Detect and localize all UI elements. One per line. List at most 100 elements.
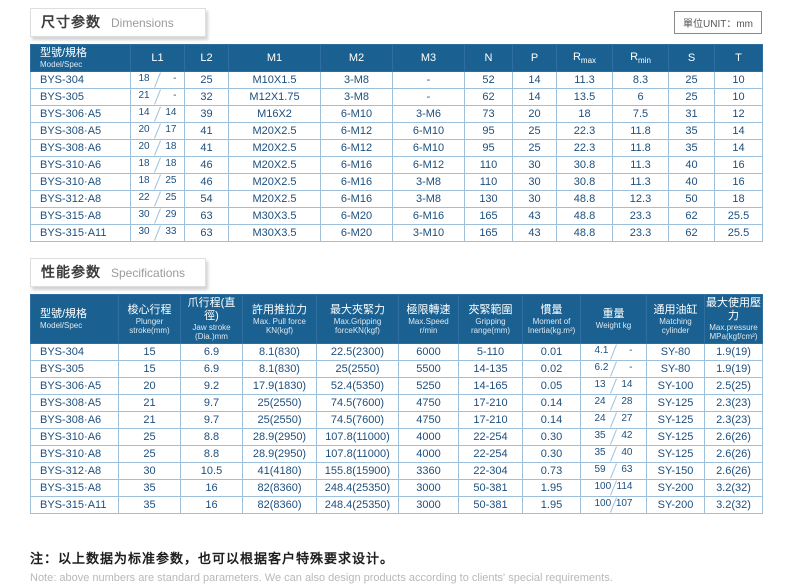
value-cell: 248.4(25350)	[316, 496, 399, 514]
dual-value-cell: 13 14	[580, 377, 647, 395]
dual-value-cell: 30 29	[130, 207, 185, 225]
value-cell: 6	[612, 88, 669, 106]
dual-value-left: 22	[138, 192, 150, 203]
page-header: 尺寸参数 Dimensions 單位UNIT：mm	[30, 8, 762, 37]
value-cell: 16	[714, 173, 763, 191]
column-header: 慣量 Moment of Inertia(kg.m²)	[522, 294, 581, 344]
value-cell: 95	[464, 122, 513, 140]
value-cell: 21	[118, 411, 181, 429]
value-cell: 25	[118, 445, 181, 463]
value-cell: 110	[464, 156, 513, 174]
footer-note: 注：以上数据为标准参数，也可以根据客户特殊要求设计。 Note: above n…	[30, 548, 762, 584]
column-header: 最大夾緊力 Max.Gripping forceKN(kgf)	[316, 294, 399, 344]
value-cell: 12.3	[612, 190, 669, 208]
value-cell: 6-M12	[320, 122, 393, 140]
value-cell: 155.8(15900)	[316, 462, 399, 480]
value-cell: 130	[464, 190, 513, 208]
value-cell: 22-254	[458, 428, 523, 446]
value-cell: 82(8360)	[242, 496, 317, 514]
dual-value-cell: 18 -	[130, 71, 185, 89]
value-cell: 40	[668, 156, 715, 174]
column-header: 梭心行程 Plunger stroke(mm)	[118, 294, 181, 344]
value-cell: 165	[464, 224, 513, 242]
dual-value-right: 18	[165, 141, 177, 152]
column-header-en: Max.pressure MPa(kgf/cm²)	[709, 323, 758, 341]
specifications-table: 型號/規格 Model/Spec 梭心行程 Plunger stroke(mm) 爪行程…	[30, 294, 763, 514]
note-text-zh: 注：以上数据为标准参数，也可以根据客户特殊要求设计。	[30, 551, 395, 566]
value-cell: 14	[512, 71, 557, 89]
diagonal-divider	[609, 344, 617, 360]
dual-value-left: 30	[138, 209, 150, 220]
dual-value-right: 17	[165, 124, 177, 135]
unit-label: 單位UNIT：mm	[674, 11, 762, 34]
table-row: BYS-310·A8 25 8.8 28.9(2950) 107.8(11000) 400…	[30, 445, 763, 463]
dual-value-left: 14	[138, 107, 150, 118]
column-header-label: M3	[420, 52, 437, 64]
model-cell: BYS-308·A5	[30, 394, 119, 412]
dual-value-left: 13	[594, 379, 606, 390]
value-cell: 3.2(32)	[704, 479, 763, 497]
value-cell: 35	[668, 139, 715, 157]
dual-value-cell: 6.2 -	[580, 360, 647, 378]
value-cell: 11.3	[556, 71, 613, 89]
diagonal-divider	[153, 157, 161, 173]
value-cell: 3360	[398, 462, 459, 480]
column-header-label: N	[484, 52, 493, 64]
value-cell: 248.4(25350)	[316, 479, 399, 497]
column-header-zh: 最大夾緊力	[330, 303, 385, 316]
value-cell: SY-125	[646, 445, 705, 463]
value-cell: M10X1.5	[228, 71, 321, 89]
column-header-zh: 慣量	[540, 303, 563, 316]
value-cell: 6-M10	[392, 139, 465, 157]
dual-value-left: 35	[594, 447, 606, 458]
column-header: 極限轉速 Max.Speed r/min	[398, 294, 459, 344]
model-cell: BYS-315·A8	[30, 207, 131, 225]
value-cell: 18	[714, 190, 763, 208]
value-cell: 2.6(26)	[704, 445, 763, 463]
column-header-label: L2	[200, 52, 213, 64]
dual-value-cell: 21 -	[130, 88, 185, 106]
value-cell: 10.5	[180, 462, 243, 480]
column-header-zh: 最大使用壓力	[706, 297, 761, 322]
value-cell: 107.8(11000)	[316, 445, 399, 463]
value-cell: 14	[714, 122, 763, 140]
specifications-table-header: 型號/規格 Model/Spec 梭心行程 Plunger stroke(mm) 爪行程…	[30, 294, 763, 344]
diagonal-divider	[153, 191, 161, 207]
dual-value-right: 29	[165, 209, 177, 220]
column-header-en: Max. Pull force KN(kgf)	[253, 316, 306, 335]
dual-value-left: 100	[594, 481, 612, 492]
column-header-label: P	[530, 52, 539, 64]
model-cell: BYS-315·A8	[30, 479, 119, 497]
value-cell: SY-80	[646, 343, 705, 361]
dual-value-cell: 24 28	[580, 394, 647, 412]
dual-value-left: 18	[138, 175, 150, 186]
column-header: M2	[320, 44, 393, 72]
value-cell: 2.6(26)	[704, 428, 763, 446]
diagonal-divider	[609, 378, 617, 394]
value-cell: 4000	[398, 445, 459, 463]
column-header: S	[668, 44, 715, 72]
model-cell: BYS-310·A8	[30, 445, 119, 463]
value-cell: 43	[512, 224, 557, 242]
diagonal-divider	[153, 123, 161, 139]
dual-value-left: 21	[138, 90, 150, 101]
value-cell: 25.5	[714, 207, 763, 225]
value-cell: 16	[180, 479, 243, 497]
dual-value-left: 100	[594, 498, 612, 509]
column-header-en: Max.Gripping forceKN(kgf)	[333, 316, 382, 335]
value-cell: 22-304	[458, 462, 523, 480]
value-cell: 6-M20	[320, 207, 393, 225]
column-header-subscript: max	[580, 56, 597, 66]
value-cell: 4000	[398, 428, 459, 446]
value-cell: 1.95	[522, 479, 581, 497]
value-cell: 41	[184, 139, 229, 157]
value-cell: 6.9	[180, 343, 243, 361]
value-cell: 28.9(2950)	[242, 445, 317, 463]
value-cell: 74.5(7600)	[316, 394, 399, 412]
value-cell: 165	[464, 207, 513, 225]
value-cell: 0.30	[522, 428, 581, 446]
value-cell: 30	[512, 173, 557, 191]
model-cell: BYS-308·A5	[30, 122, 131, 140]
value-cell: 15	[118, 343, 181, 361]
dual-value-left: 18	[138, 73, 150, 84]
